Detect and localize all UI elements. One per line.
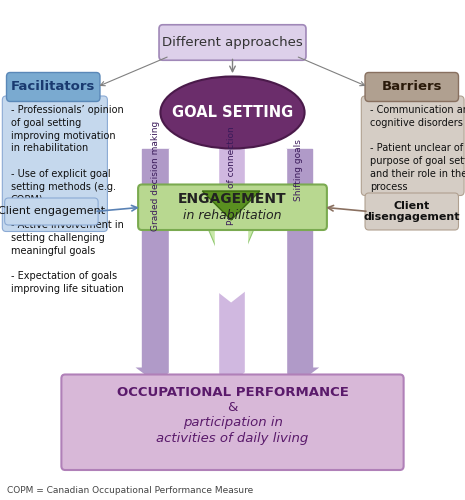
FancyBboxPatch shape — [365, 72, 458, 102]
Text: - Communication and
cognitive disorders

- Patient unclear of the
purpose of goa: - Communication and cognitive disorders … — [370, 105, 465, 192]
Text: COPM = Canadian Occupational Performance Measure: COPM = Canadian Occupational Performance… — [7, 486, 253, 495]
Text: Facilitators: Facilitators — [11, 80, 95, 94]
Text: Client engagement: Client engagement — [0, 206, 105, 216]
Polygon shape — [281, 208, 317, 222]
FancyBboxPatch shape — [365, 193, 458, 230]
Text: Graded decision making: Graded decision making — [151, 120, 160, 230]
Text: Barriers: Barriers — [381, 80, 442, 94]
Text: activities of daily living: activities of daily living — [156, 432, 309, 445]
FancyBboxPatch shape — [61, 374, 404, 470]
Ellipse shape — [160, 76, 305, 148]
Text: Shifting goals: Shifting goals — [294, 140, 304, 202]
Text: participation in: participation in — [183, 416, 282, 428]
Text: Process of connection: Process of connection — [226, 126, 236, 225]
Text: Different approaches: Different approaches — [162, 36, 303, 49]
Polygon shape — [206, 282, 257, 302]
Text: in rehabilitation: in rehabilitation — [183, 209, 282, 222]
Polygon shape — [279, 368, 319, 382]
Text: &: & — [227, 401, 238, 414]
Polygon shape — [202, 191, 260, 220]
FancyBboxPatch shape — [5, 198, 98, 225]
Polygon shape — [213, 208, 249, 222]
Text: OCCUPATIONAL PERFORMANCE: OCCUPATIONAL PERFORMANCE — [117, 386, 348, 399]
Polygon shape — [211, 368, 251, 382]
FancyBboxPatch shape — [138, 184, 327, 230]
Text: ENGAGEMENT: ENGAGEMENT — [178, 192, 287, 206]
Polygon shape — [207, 226, 255, 282]
Polygon shape — [136, 368, 176, 382]
Polygon shape — [138, 208, 173, 222]
FancyBboxPatch shape — [361, 96, 464, 196]
FancyBboxPatch shape — [159, 24, 306, 60]
Text: GOAL SETTING: GOAL SETTING — [172, 105, 293, 120]
Text: Client
disengagement: Client disengagement — [364, 200, 460, 222]
FancyBboxPatch shape — [7, 72, 100, 102]
Text: - Professionals’ opinion
of goal setting
improving motivation
in rehabilitation
: - Professionals’ opinion of goal setting… — [11, 105, 124, 294]
FancyBboxPatch shape — [2, 96, 107, 232]
